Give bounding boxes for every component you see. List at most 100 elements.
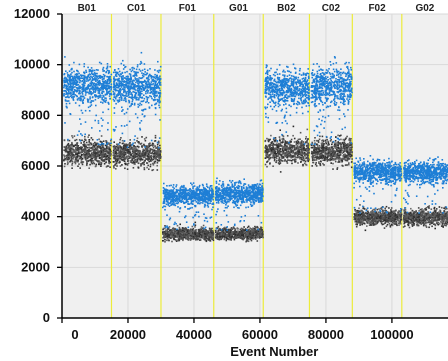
droplet-positive xyxy=(145,82,147,85)
droplet-positive xyxy=(187,189,190,191)
droplet-negative xyxy=(143,143,145,146)
droplet-negative xyxy=(94,152,97,155)
droplet-positive xyxy=(131,95,134,97)
droplet-positive xyxy=(89,73,92,76)
droplet-rain xyxy=(101,125,103,127)
droplet-negative xyxy=(149,144,152,147)
droplet-positive xyxy=(99,96,101,99)
droplet-negative xyxy=(169,229,171,232)
droplet-positive xyxy=(195,201,198,203)
droplet-positive xyxy=(159,95,161,98)
droplet-positive xyxy=(130,76,132,79)
droplet-negative xyxy=(189,233,191,236)
droplet-positive xyxy=(188,197,190,199)
droplet-positive xyxy=(154,86,157,89)
droplet-rain xyxy=(80,123,82,125)
droplet-positive xyxy=(91,100,93,102)
droplet-positive xyxy=(196,198,198,201)
droplet-negative xyxy=(152,144,155,146)
droplet-negative xyxy=(238,236,241,239)
droplet-negative xyxy=(98,146,101,149)
droplet-negative xyxy=(102,146,104,148)
droplet-positive xyxy=(177,206,179,208)
droplet-negative xyxy=(215,237,217,239)
droplet-positive xyxy=(168,193,170,195)
droplet-positive xyxy=(170,191,172,193)
droplet-positive xyxy=(68,92,71,95)
droplet-negative xyxy=(188,235,191,237)
droplet-negative xyxy=(94,147,97,150)
droplet-positive xyxy=(69,88,71,91)
droplet-negative xyxy=(202,233,204,236)
droplet-positive xyxy=(104,80,107,82)
droplet-negative xyxy=(143,144,146,147)
droplet-negative xyxy=(80,147,82,150)
droplet-positive xyxy=(88,84,91,87)
droplet-positive xyxy=(72,81,74,84)
droplet-negative xyxy=(253,236,255,238)
droplet-positive xyxy=(126,86,128,89)
droplet-positive xyxy=(107,78,110,81)
droplet-positive xyxy=(65,91,68,93)
droplet-positive xyxy=(98,61,101,64)
droplet-positive xyxy=(66,92,68,95)
droplet-negative xyxy=(128,146,130,149)
droplet-negative xyxy=(247,240,250,243)
droplet-positive xyxy=(184,188,186,191)
droplet-negative xyxy=(227,231,230,234)
droplet-negative xyxy=(98,162,100,165)
droplet-negative xyxy=(101,154,103,156)
droplet-positive xyxy=(166,198,168,200)
droplet-positive xyxy=(175,197,178,199)
droplet-positive xyxy=(121,106,123,109)
droplet-negative xyxy=(146,158,148,160)
droplet-positive xyxy=(97,95,100,98)
droplet-positive xyxy=(170,196,173,199)
droplet-rain xyxy=(140,120,143,122)
droplet-positive xyxy=(135,81,137,84)
droplet-positive xyxy=(76,95,78,98)
droplet-negative xyxy=(187,235,189,237)
droplet-positive xyxy=(101,78,104,81)
droplet-positive xyxy=(94,76,96,79)
droplet-positive xyxy=(158,92,161,94)
droplet-positive xyxy=(204,196,207,198)
droplet-positive xyxy=(73,95,75,98)
droplet-negative xyxy=(78,163,80,165)
droplet-positive xyxy=(99,74,101,77)
droplet-positive xyxy=(67,83,70,86)
droplet-positive xyxy=(200,198,202,201)
droplet-negative xyxy=(100,146,102,149)
droplet-positive xyxy=(78,75,80,78)
droplet-positive xyxy=(89,91,91,93)
droplet-negative xyxy=(108,152,111,154)
droplet-positive xyxy=(105,67,108,70)
droplet-positive xyxy=(143,79,146,82)
droplet-negative xyxy=(96,142,99,145)
droplet-negative xyxy=(248,234,250,237)
droplet-positive xyxy=(89,101,92,104)
droplet-positive xyxy=(95,80,97,82)
droplet-positive xyxy=(164,196,167,198)
droplet-rain xyxy=(121,132,124,135)
droplet-positive xyxy=(101,98,103,101)
droplet-positive xyxy=(192,203,194,205)
droplet-negative xyxy=(71,144,73,147)
droplet-positive xyxy=(79,95,82,97)
droplet-negative xyxy=(152,158,155,161)
droplet-positive xyxy=(101,97,103,99)
droplet-negative xyxy=(219,234,221,236)
droplet-negative xyxy=(204,238,206,240)
droplet-negative xyxy=(254,228,256,230)
droplet-positive xyxy=(93,72,96,74)
droplet-positive xyxy=(92,92,94,94)
droplet-positive xyxy=(156,98,158,101)
droplet-rain xyxy=(131,144,133,146)
droplet-positive xyxy=(87,85,89,87)
droplet-rain xyxy=(132,142,134,145)
droplet-rain xyxy=(87,101,89,103)
droplet-rain xyxy=(170,201,173,203)
droplet-negative xyxy=(250,231,253,233)
droplet-positive xyxy=(91,70,93,73)
droplet-negative xyxy=(250,233,252,235)
